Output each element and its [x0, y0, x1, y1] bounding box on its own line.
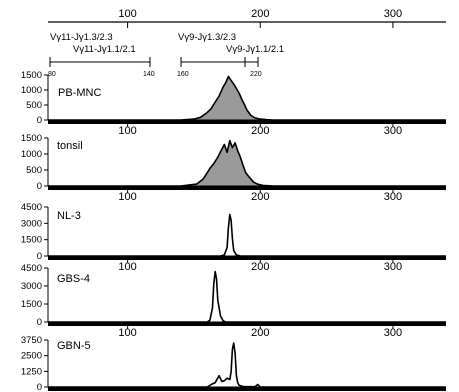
x-tick-label-200: 200	[251, 125, 269, 137]
y-tick-label-1250: 1250	[21, 366, 42, 377]
x-tick-label-100: 100	[118, 8, 136, 20]
y-tick-label-3000: 3000	[21, 281, 42, 292]
x-tick-label-100: 100	[118, 125, 136, 137]
x-axis-bar	[48, 256, 446, 260]
panel-gbs-4: GBS-4 0 1500 3000 4500 100 200 300	[21, 263, 446, 339]
trace-line	[48, 342, 446, 388]
primer-range-vg9-end-label: 220	[250, 71, 262, 78]
panel-sample-label: tonsil	[57, 140, 83, 152]
trace-line	[48, 139, 446, 187]
y-tick-label-500: 500	[26, 165, 42, 176]
x-tick-label-300: 300	[384, 261, 402, 273]
primer-range-vg9-start-label: 160	[177, 71, 189, 78]
x-axis-bar	[48, 186, 446, 190]
primer-label-vg11-j13: Vγ11-Jγ1.3/2.3	[50, 32, 113, 43]
y-tick-label-1500: 1500	[21, 70, 42, 81]
x-tick-label-200: 200	[251, 327, 269, 339]
x-axis-bar	[48, 120, 446, 124]
y-tick-label-1500: 1500	[21, 299, 42, 310]
y-tick-label-3750: 3750	[21, 335, 42, 346]
panel-sample-label: GBS-4	[57, 273, 90, 285]
x-tick-label-100: 100	[118, 191, 136, 203]
panel-tonsil: tonsil 0 500 1000 1500 100 200 300	[21, 133, 446, 203]
y-tick-label-0: 0	[37, 382, 42, 392]
x-tick-label-300: 300	[384, 125, 402, 137]
y-tick-label-1500: 1500	[21, 133, 42, 144]
y-tick-label-1000: 1000	[21, 85, 42, 96]
x-tick-label-300: 300	[384, 327, 402, 339]
primer-range-vg11-end-label: 140	[143, 71, 155, 78]
panel-gbn-5: GBN-5 0 1250 2500 3750	[21, 335, 446, 392]
trace-fill	[48, 140, 446, 186]
top-axis: 100 200 300	[48, 8, 446, 28]
y-tick-label-0: 0	[37, 317, 42, 328]
x-tick-label-100: 100	[118, 261, 136, 273]
y-tick-label-2500: 2500	[21, 351, 42, 362]
y-tick-label-3000: 3000	[21, 218, 42, 229]
trace-line	[48, 270, 446, 323]
trace-fill	[48, 76, 446, 120]
primer-label-vg11-j11: Vγ11-Jγ1.1/2.1	[73, 44, 136, 55]
primer-header: Vγ11-Jγ1.3/2.3 Vγ11-Jγ1.1/2.1 Vγ9-Jγ1.3/…	[48, 32, 284, 78]
y-tick-label-0: 0	[37, 181, 42, 192]
primer-label-vg9-j13: Vγ9-Jγ1.3/2.3	[178, 32, 236, 43]
panel-pb-mnc: PB-MNC 0 500 1000 1500 100 200 300	[21, 70, 446, 137]
y-tick-label-4500: 4500	[21, 202, 42, 213]
x-tick-label-100: 100	[118, 327, 136, 339]
y-tick-label-4500: 4500	[21, 263, 42, 274]
y-tick-label-0: 0	[37, 115, 42, 126]
x-axis-bar	[48, 322, 446, 326]
primer-label-vg9-j11: Vγ9-Jγ1.1/2.1	[226, 44, 284, 55]
primer-range-vg11-start-label: 80	[48, 71, 56, 78]
panel-nl-3: NL-3 0 1500 3000 4500 100 200 300	[21, 202, 446, 273]
y-tick-label-1500: 1500	[21, 235, 42, 246]
x-axis-bar	[48, 387, 446, 391]
top-axis-ticks: 100 200 300	[118, 8, 402, 28]
panel-sample-label: NL-3	[57, 210, 81, 222]
trace-line	[48, 213, 446, 257]
x-tick-label-200: 200	[251, 191, 269, 203]
panel-sample-label: GBN-5	[57, 340, 91, 352]
y-tick-label-0: 0	[37, 251, 42, 262]
x-tick-label-300: 300	[384, 8, 402, 20]
x-tick-label-200: 200	[251, 8, 269, 20]
panel-sample-label: PB-MNC	[58, 87, 101, 99]
y-tick-label-1000: 1000	[21, 149, 42, 160]
x-tick-label-200: 200	[251, 261, 269, 273]
y-tick-label-500: 500	[26, 100, 42, 111]
x-tick-label-300: 300	[384, 191, 402, 203]
